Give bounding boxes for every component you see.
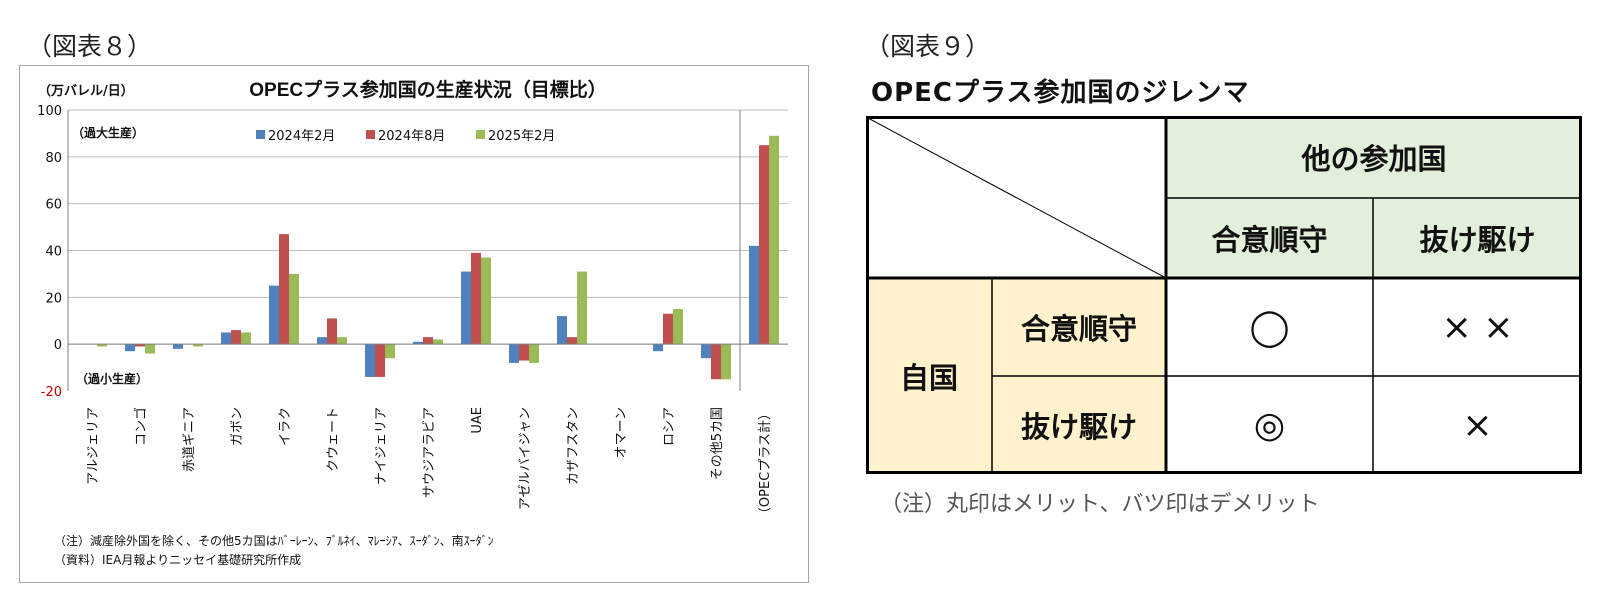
cell-defect-comply: ◎ xyxy=(1253,404,1286,446)
bar xyxy=(577,271,587,345)
bar xyxy=(663,313,673,345)
legend-swatch xyxy=(476,130,485,139)
chart-source: （資料）IEA月報よりニッセイ基礎研究所作成 xyxy=(54,553,302,567)
bar xyxy=(529,344,539,363)
annotation-over-production: （過大生産） xyxy=(72,125,144,140)
legend-label: 2024年2月 xyxy=(268,129,335,144)
col-header-defect: 抜け駆け xyxy=(1373,198,1582,278)
y-tick-label: 40 xyxy=(45,245,62,260)
legend: 2024年2月 2024年8月 2025年2月 xyxy=(256,129,555,144)
x-tick-label: イラク xyxy=(278,407,293,446)
bar xyxy=(701,344,711,359)
dilemma-matrix: 他の参加国 合意順守 抜け駆け 自国 合意順守 抜け駆け ◯ × × ◎ × xyxy=(866,116,1582,474)
y-tick-label: 0 xyxy=(54,338,62,353)
bar xyxy=(423,337,433,345)
bar xyxy=(769,135,779,345)
x-tick-label: アゼルバイジャン xyxy=(518,407,533,510)
legend-label: 2025年2月 xyxy=(488,129,555,144)
row-group-header: 自国 xyxy=(866,278,992,474)
y-unit-label: （万バレル/日） xyxy=(38,83,134,99)
chart-frame: OPECプラス参加国の生産状況（目標比） （万バレル/日） 100 80 60 40 2… xyxy=(19,65,809,583)
x-tick-label: ガボン xyxy=(230,407,245,446)
x-tick-label: その他5カ国 xyxy=(710,407,725,480)
bar xyxy=(337,337,347,345)
figure-9-label: （図表９） xyxy=(865,32,991,61)
cell-comply-defect: × × xyxy=(1441,306,1514,348)
bar xyxy=(385,344,395,359)
x-tick-label: サウジアラビア xyxy=(422,407,437,498)
x-tick-label: ロシア xyxy=(662,407,677,446)
bar xyxy=(519,344,529,361)
bar xyxy=(653,344,663,352)
bar xyxy=(509,344,519,363)
dilemma-title: OPECプラス参加国のジレンマ xyxy=(871,78,1250,108)
cell-comply-comply: ◯ xyxy=(1249,306,1290,348)
bar xyxy=(327,318,337,345)
bar xyxy=(749,245,759,345)
axes xyxy=(67,110,788,391)
bars xyxy=(97,135,779,380)
bar xyxy=(193,344,203,347)
x-tick-label: UAE xyxy=(470,407,485,434)
bar xyxy=(375,344,385,377)
y-axis-ticks: 100 80 60 40 20 0 -20 xyxy=(37,104,62,400)
x-tick-label: ナイジェリア xyxy=(374,407,389,485)
y-tick-label: 80 xyxy=(45,151,62,166)
col-header-comply: 合意順守 xyxy=(1166,198,1373,278)
bar xyxy=(557,316,567,345)
y-tick-label: 20 xyxy=(45,291,62,306)
bar-chart: OPECプラス参加国の生産状況（目標比） （万バレル/日） 100 80 60 40 2… xyxy=(37,78,788,520)
bar xyxy=(289,273,299,345)
x-axis-labels: アルジェリア コンゴ 赤道ギニア ガボン イラク クウェート ナイジェリア サウジアラビア UA… xyxy=(86,407,773,520)
x-tick-label: オマーン xyxy=(614,407,629,458)
bar xyxy=(125,344,135,352)
x-tick-label: （OPECプラス計） xyxy=(757,407,773,520)
bar xyxy=(145,344,155,354)
bar xyxy=(221,332,231,345)
bar xyxy=(241,332,251,345)
bar xyxy=(269,285,279,345)
bar xyxy=(471,252,481,345)
gridlines xyxy=(68,109,788,345)
bar xyxy=(567,337,577,345)
x-tick-label: コンゴ xyxy=(133,407,149,446)
bar xyxy=(173,344,183,349)
chart-title: OPECプラス参加国の生産状況（目標比） xyxy=(249,78,606,101)
chart-note: （注）減産除外国を除く、その他5カ国はﾊﾞｰﾚｰﾝ、ﾌﾞﾙﾈｲ、ﾏﾚｰｼｱ、ｽｰ… xyxy=(54,534,494,548)
row-header-defect: 抜け駆け xyxy=(992,376,1166,474)
annotation-under-production: （過小生産） xyxy=(76,371,148,386)
x-tick-label: 赤道ギニア xyxy=(182,407,197,472)
bar xyxy=(481,257,491,345)
y-tick-label: 100 xyxy=(37,104,62,119)
legend-label: 2024年8月 xyxy=(378,129,445,144)
legend-swatch xyxy=(256,130,265,139)
matrix-footnote: （注）丸印はメリット、バツ印はデメリット xyxy=(880,492,1320,517)
cell-defect-defect: × xyxy=(1462,404,1493,446)
col-group-header: 他の参加国 xyxy=(1166,116,1582,198)
bar xyxy=(317,337,327,345)
y-tick-label: 60 xyxy=(45,198,62,213)
bar xyxy=(461,271,471,345)
bar xyxy=(97,344,107,347)
diagonal-divider xyxy=(867,117,1167,279)
bar xyxy=(279,234,289,345)
row-header-comply: 合意順守 xyxy=(992,278,1166,376)
x-tick-label: カザフスタン xyxy=(566,407,581,485)
bar xyxy=(231,330,241,345)
bar xyxy=(711,344,721,380)
bar xyxy=(135,344,145,347)
bar xyxy=(365,344,375,377)
bar xyxy=(413,341,423,345)
figure-8-label: （図表８） xyxy=(27,32,153,61)
bar xyxy=(433,339,443,345)
x-tick-label: アルジェリア xyxy=(86,407,101,485)
y-tick-label: -20 xyxy=(41,385,62,400)
legend-swatch xyxy=(366,130,375,139)
x-tick-label: クウェート xyxy=(326,407,341,472)
bar xyxy=(759,145,769,345)
bar xyxy=(721,344,731,380)
bar xyxy=(673,309,683,345)
